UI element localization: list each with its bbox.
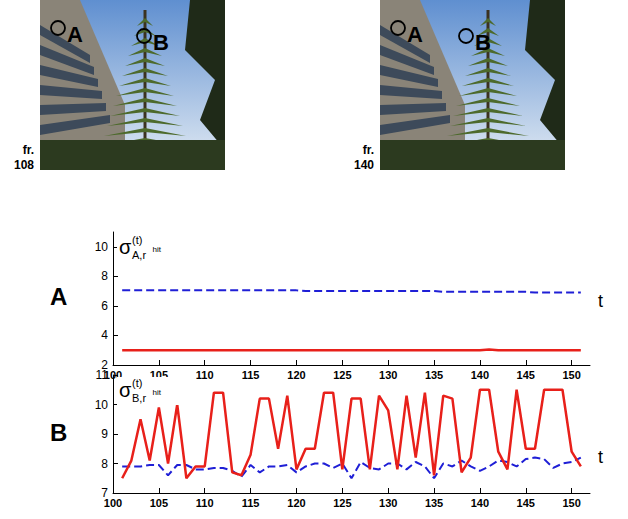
svg-text:B: B [153,30,169,55]
svg-text:σ: σ [119,236,132,258]
svg-text:120: 120 [287,497,305,509]
svg-text:(t): (t) [132,377,142,389]
svg-text:150: 150 [562,497,580,509]
svg-text:110: 110 [196,497,214,509]
svg-text:hit: hit [153,388,162,397]
svg-text:B: B [475,30,491,55]
svg-text:100: 100 [103,368,123,381]
svg-text:9: 9 [101,427,108,441]
svg-text:A: A [67,22,83,47]
svg-text:2: 2 [101,358,108,372]
svg-text:130: 130 [379,497,397,509]
svg-text:A,r: A,r [132,249,146,261]
svg-text:7: 7 [101,486,108,500]
svg-text:(t): (t) [132,234,142,246]
svg-text:B: B [50,419,67,446]
svg-text:B,r: B,r [132,392,146,404]
svg-text:hit: hit [153,245,162,254]
svg-text:130: 130 [379,369,397,381]
svg-text:145: 145 [517,497,535,509]
svg-text:125: 125 [333,369,351,381]
svg-text:115: 115 [242,497,260,509]
svg-text:A: A [407,22,423,47]
svg-text:6: 6 [101,299,108,313]
svg-text:t: t [598,291,603,311]
svg-text:108: 108 [14,158,34,172]
svg-text:115: 115 [242,369,260,381]
svg-text:150: 150 [562,369,580,381]
svg-text:120: 120 [287,369,305,381]
svg-text:10: 10 [95,240,109,254]
svg-text:105: 105 [150,497,168,509]
svg-text:8: 8 [101,269,108,283]
svg-text:135: 135 [425,497,443,509]
svg-text:11: 11 [95,368,108,382]
svg-text:100: 100 [104,497,122,509]
svg-text:140: 140 [471,497,489,509]
svg-text:A: A [50,283,67,310]
svg-text:140: 140 [354,158,374,172]
svg-text:140: 140 [471,369,489,381]
svg-text:135: 135 [425,369,443,381]
svg-text:125: 125 [333,497,351,509]
svg-text:σ: σ [119,379,132,401]
svg-text:10: 10 [95,398,109,412]
svg-text:145: 145 [517,369,535,381]
svg-text:fr.: fr. [363,143,374,157]
svg-text:8: 8 [101,457,108,471]
svg-text:4: 4 [101,328,108,342]
svg-text:t: t [598,447,603,467]
svg-text:105: 105 [149,368,168,381]
svg-text:110: 110 [196,369,214,381]
svg-text:fr.: fr. [23,143,34,157]
